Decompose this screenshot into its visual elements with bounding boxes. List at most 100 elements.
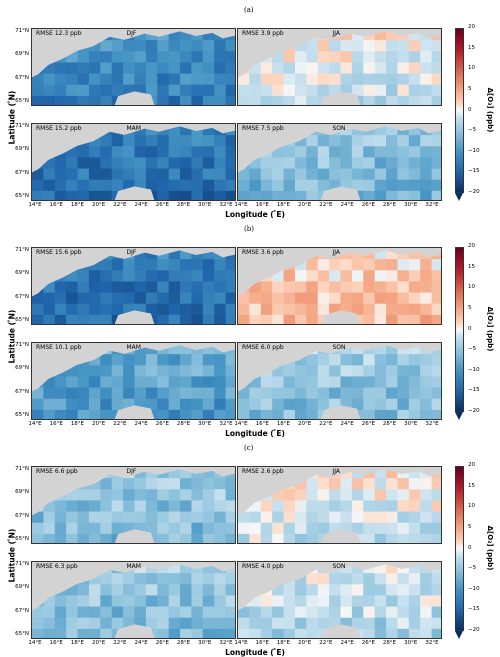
x-tick-label: 24°E: [340, 202, 354, 208]
grid-cell: [88, 270, 101, 282]
grid-cell: [351, 303, 364, 316]
grid-cell: [66, 511, 79, 524]
grid-cell: [294, 376, 307, 389]
grid-cell: [134, 573, 147, 585]
grid-cell: [249, 376, 262, 389]
grid-cell: [202, 124, 215, 136]
y-tick-label: 69°N: [15, 365, 29, 372]
grid-cell: [363, 478, 376, 490]
grid-cell: [100, 168, 113, 181]
grid-cell: [54, 292, 67, 305]
grid-cell: [43, 398, 56, 411]
grid-cell: [351, 511, 364, 524]
grid-cell: [180, 168, 192, 181]
grid-cell: [306, 617, 319, 630]
grid-cell: [180, 409, 192, 419]
grid-cell: [111, 84, 124, 97]
grid-cell: [408, 40, 421, 52]
grid-cell: [134, 595, 147, 608]
grid-cell: [260, 387, 273, 400]
grid-cell: [202, 84, 215, 97]
grid-cell: [225, 179, 235, 192]
grid-cell: [386, 135, 398, 147]
grid-cell: [77, 190, 90, 200]
grid-cell: [202, 467, 215, 479]
grid-cell: [260, 168, 273, 181]
grid-cell: [214, 135, 227, 147]
grid-cell: [420, 314, 433, 324]
grid-cell: [351, 387, 364, 400]
colorbar-tick-label: 15: [468, 482, 475, 489]
grid-cell: [374, 533, 387, 543]
grid-cell: [386, 259, 398, 271]
grid-cell: [374, 522, 387, 535]
grid-cell: [168, 562, 181, 574]
season-label: DJF: [126, 30, 137, 37]
grid-cell: [225, 168, 235, 181]
grid-cell: [225, 595, 235, 608]
grid-cell: [191, 303, 204, 316]
grid-cell: [111, 387, 124, 400]
y-tick-label: 67°N: [15, 512, 29, 519]
grid-cell: [202, 511, 215, 524]
grid-cell: [272, 51, 285, 63]
colorbar: [455, 28, 464, 193]
grid-cell: [420, 533, 433, 543]
x-tick-label: 22°E: [113, 640, 127, 646]
grid-cell: [134, 387, 147, 400]
grid-cell: [386, 376, 398, 389]
grid-cell: [431, 617, 441, 630]
grid-cell: [431, 365, 441, 377]
grid-cell: [134, 398, 147, 411]
grid-cell: [340, 179, 353, 192]
x-tick-label: 20°E: [298, 640, 312, 646]
y-tick-label: 69°N: [15, 146, 29, 153]
grid-cell: [272, 179, 285, 192]
grid-cell: [225, 281, 235, 294]
grid-cell: [260, 179, 273, 192]
colorbar-tick-label: 10: [468, 284, 475, 291]
grid-cell: [420, 365, 433, 377]
grid-cell: [202, 73, 215, 86]
grid-cell: [294, 409, 307, 419]
grid-cell: [145, 387, 158, 400]
grid-cell: [408, 511, 421, 524]
grid-cell: [168, 292, 181, 305]
grid-cell: [88, 84, 101, 97]
group-label-1: (b): [244, 225, 254, 233]
grid-cell: [66, 500, 79, 513]
grid-cell: [420, 584, 433, 596]
grid-cell: [363, 292, 376, 305]
grid-cell: [214, 478, 227, 490]
colorbar-tick-label: 10: [468, 65, 475, 72]
grid-cell: [202, 314, 215, 324]
grid-cell: [214, 365, 227, 377]
grid-cell: [66, 270, 79, 282]
x-tick-label: 30°E: [198, 421, 212, 427]
rmse-label: RMSE 15.6 ppb: [36, 249, 82, 256]
grid-cell: [191, 573, 204, 585]
grid-cell: [408, 343, 421, 355]
grid-cell: [249, 95, 262, 105]
x-tick-label: 20°E: [92, 640, 106, 646]
grid-cell: [386, 500, 398, 513]
grid-cell: [225, 533, 235, 543]
grid-cell: [191, 606, 204, 619]
grid-cell: [100, 500, 113, 513]
grid-cell: [420, 179, 433, 192]
grid-cell: [238, 617, 250, 630]
grid-cell: [294, 478, 307, 490]
grid-cell: [66, 595, 79, 608]
grid-cell: [77, 281, 90, 294]
grid-cell: [111, 584, 124, 596]
grid-cell: [431, 314, 441, 324]
grid-cell: [329, 179, 341, 192]
grid-cell: [408, 489, 421, 501]
map-panel-mam: RMSE 15.2 ppb MAM: [31, 123, 236, 201]
grid-cell: [168, 281, 181, 294]
grid-cell: [54, 157, 67, 170]
grid-cell: [431, 387, 441, 400]
grid-cell: [77, 62, 90, 75]
grid-cell: [88, 522, 101, 535]
grid-cell: [431, 292, 441, 305]
